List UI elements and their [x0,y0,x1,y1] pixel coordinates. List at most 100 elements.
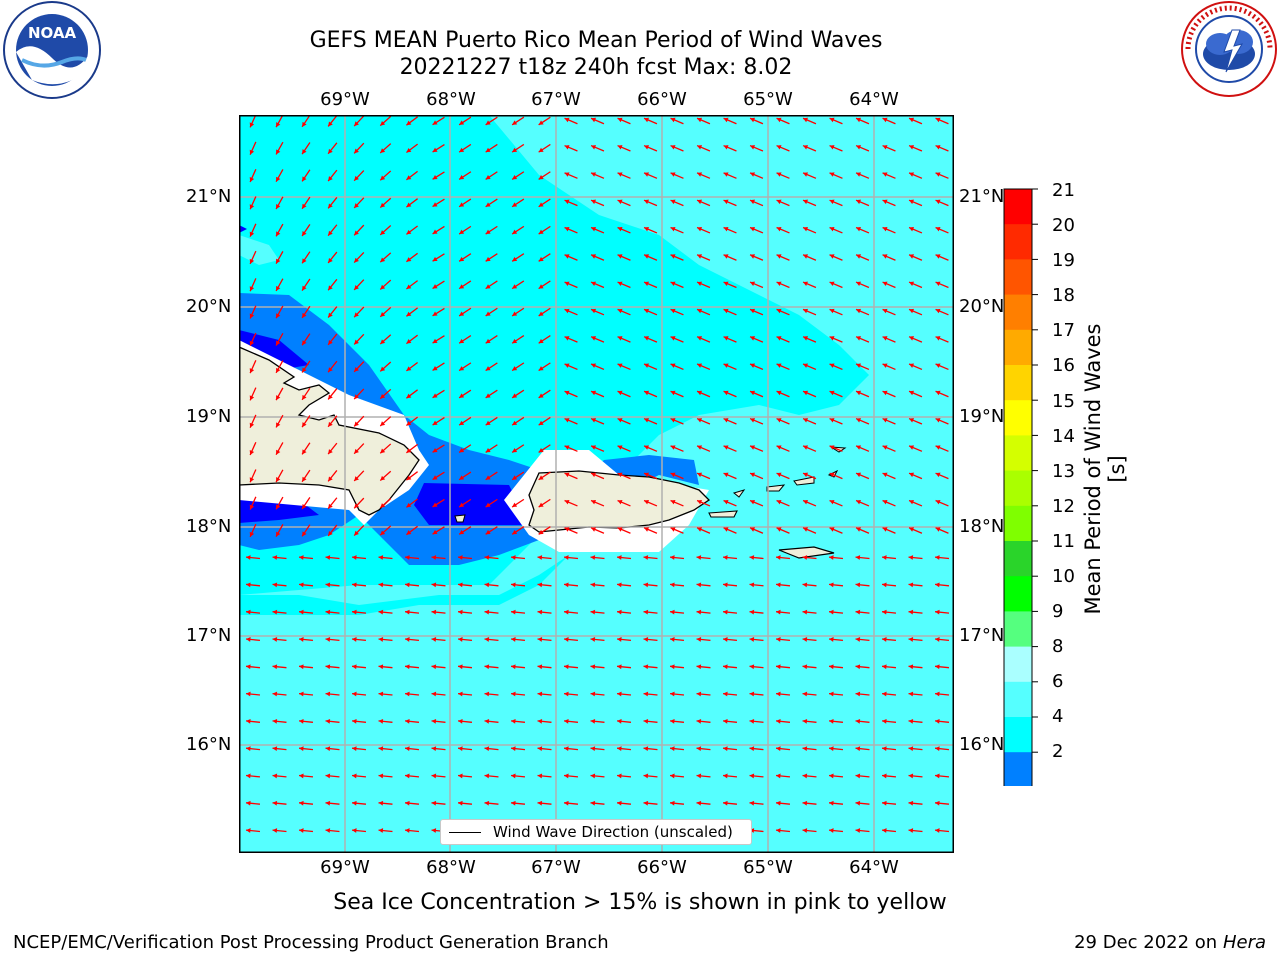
wave-direction-arrowhead [302,176,307,182]
wave-direction-arrowhead [590,800,596,806]
wave-direction-arrowhead [537,691,543,697]
wave-direction-arrowhead [855,773,861,779]
wave-direction-arrowhead [591,499,597,505]
wave-direction-arrowhead [856,390,862,396]
wave-direction-arrowhead [380,475,386,481]
wave-direction-arrowhead [246,637,251,642]
wave-direction-arrowhead [855,609,861,615]
wave-direction-arrowhead [537,664,543,670]
wave-direction-arrowhead [776,199,782,205]
wave-direction-arrowhead [829,773,834,779]
wave-direction-arrowhead [776,746,781,752]
wave-direction-arrowhead [512,311,518,316]
wave-direction-arrowhead [644,527,650,532]
wave-direction-arrowhead [325,828,331,833]
wave-direction-arrowhead [697,472,703,478]
wave-direction-arrowhead [459,529,465,535]
wave-direction-arrowhead [432,502,438,507]
wave-direction-arrowhead [882,254,888,259]
wave-direction-arrowhead [354,476,359,481]
wave-direction-arrowhead [723,199,729,205]
wave-direction-arrowhead [909,499,915,505]
wave-direction-arrowhead [882,472,888,478]
wave-direction-arrowhead [380,120,386,126]
wave-direction-arrowhead [512,256,518,262]
wave-direction-arrowhead [485,366,491,371]
wave-direction-arrowhead [670,172,676,177]
map-frame [239,115,954,853]
wave-direction-arrowhead [697,281,703,286]
colorbar-tick: 17 [1052,320,1075,341]
wave-direction-arrowhead [272,718,278,724]
wave-direction-arrowhead [697,445,703,450]
wave-direction-arrowhead [484,773,490,779]
colorbar-segment [1004,470,1032,507]
wave-direction-arrowhead [380,175,386,181]
wave-direction-arrowhead [459,338,465,344]
lon-label: 64°W [849,89,899,110]
wave-direction-arrowhead [431,609,437,615]
wave-direction-arrowhead [458,555,463,560]
colorbar-segment [1004,505,1032,542]
wave-direction-arrowhead [829,308,835,314]
wave-direction-arrowhead [406,147,412,153]
wave-direction-arrowhead [328,421,333,427]
wave-direction-arrowhead [276,422,281,428]
wave-direction-arrowhead [802,582,808,588]
wave-direction-arrowhead [299,582,304,588]
wave-direction-arrowhead [617,664,622,670]
wave-direction-arrowhead [511,555,516,560]
wave-direction-arrowhead [591,254,597,259]
wave-direction-arrowhead [802,718,808,724]
wave-direction-arrowhead [882,691,887,697]
wave-direction-arrowhead [856,499,862,505]
wave-direction-arrowhead [432,147,438,153]
wave-direction-arrowhead [484,637,490,642]
wave-direction-arrowhead [617,691,622,697]
wave-direction-arrowhead [829,226,835,232]
footer-date: 29 Dec 2022 on [1074,932,1218,953]
wave-direction-arrowhead [749,773,755,779]
wave-direction-arrowhead [909,390,915,396]
wave-direction-arrowhead [302,121,307,127]
wave-direction-arrowhead [512,338,518,344]
wave-direction-arrowhead [776,145,782,150]
noaa-logo-text: NOAA [28,24,77,42]
wave-direction-arrowhead [459,448,465,453]
wave-direction-arrowhead [855,828,861,833]
wave-direction-arrowhead [670,527,676,532]
wave-direction-arrowhead [299,773,304,779]
wave-direction-arrowhead [802,800,808,806]
wave-direction-arrowhead [537,555,543,560]
wave-direction-arrowhead [643,773,649,779]
wave-direction-arrowhead [432,420,438,426]
wave-direction-arrowhead [276,149,281,155]
wave-direction-arrowhead [697,336,703,341]
wave-direction-arrowhead [776,336,782,341]
wave-direction-arrowhead [829,472,835,478]
wave-direction-arrowhead [617,281,623,286]
colorbar-segment [1004,752,1032,788]
wave-direction-arrowhead [378,718,384,724]
wave-direction-arrowhead [750,308,756,314]
wave-direction-arrowhead [670,418,676,423]
wave-direction-arrowhead [564,637,569,642]
wave-direction-arrowhead [829,199,835,205]
wave-direction-arrowhead [776,828,781,833]
wave-direction-arrowhead [459,175,465,180]
wave-direction-arrowhead [249,313,255,319]
noaa-logo: NOAA [2,0,102,100]
wave-direction-arrowhead [802,828,808,833]
wave-direction-arrowhead [935,499,941,505]
wave-direction-arrowhead [485,475,491,480]
wave-direction-arrowhead [458,691,463,697]
wave-direction-arrowhead [512,393,518,398]
wave-direction-arrowhead [697,172,703,177]
wave-direction-arrowhead [590,746,596,752]
wave-direction-arrowhead [406,229,412,235]
wave-direction-arrowhead [882,609,887,615]
wave-direction-arrowhead [249,149,255,155]
wave-direction-arrowhead [354,230,359,236]
wave-direction-arrowhead [803,199,809,205]
wave-direction-arrowhead [750,527,756,532]
